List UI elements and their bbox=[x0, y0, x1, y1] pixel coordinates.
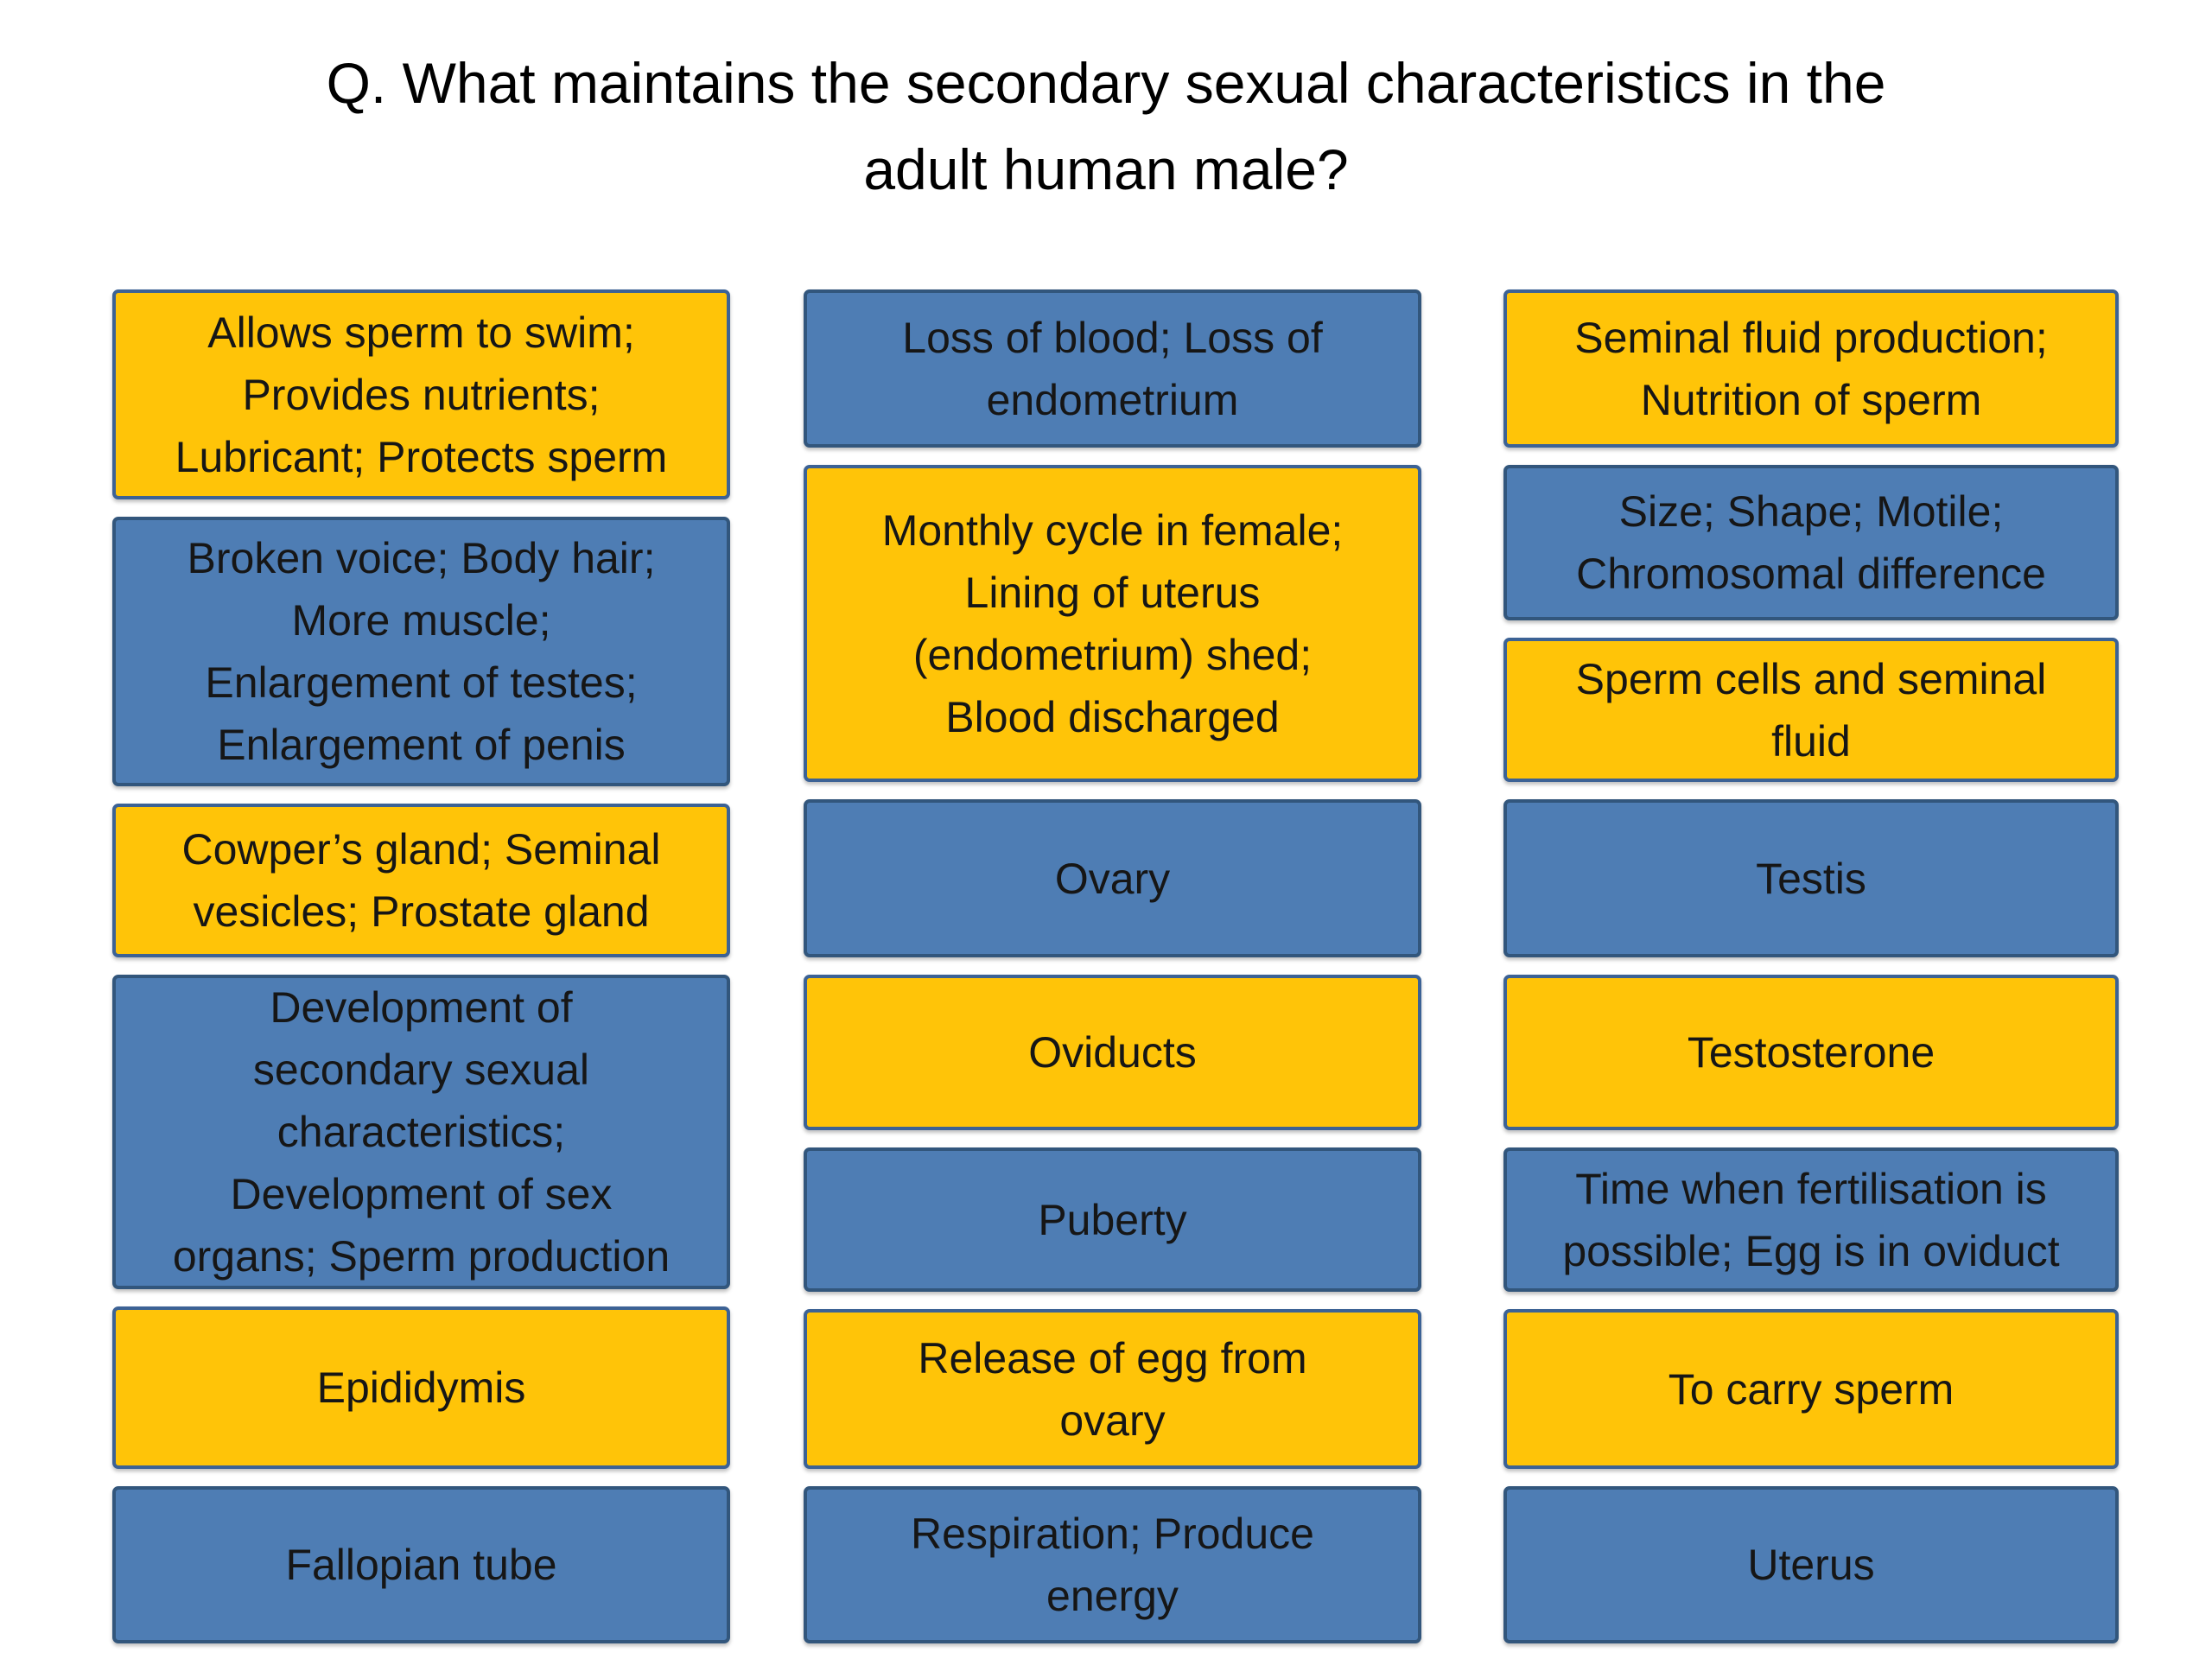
answer-box-text: Testis bbox=[1756, 854, 1866, 903]
answer-box[interactable]: Seminal fluid production; Nutrition of s… bbox=[1503, 289, 2119, 448]
answer-box[interactable]: Allows sperm to swim; Provides nutrients… bbox=[112, 289, 730, 499]
answer-box[interactable]: Respiration; Produce energy bbox=[804, 1486, 1421, 1643]
answer-box[interactable]: Loss of blood; Loss of endometrium bbox=[804, 289, 1421, 448]
answer-box[interactable]: Oviducts bbox=[804, 975, 1421, 1130]
answer-box[interactable]: Release of egg from ovary bbox=[804, 1309, 1421, 1469]
slide-title: Q. What maintains the secondary sexual c… bbox=[326, 51, 1886, 201]
answer-box-text: Testosterone bbox=[1687, 1028, 1936, 1077]
answer-box-text: Ovary bbox=[1054, 854, 1171, 903]
answers-column-3: Seminal fluid production; Nutrition of s… bbox=[1503, 289, 2119, 1643]
answer-box-text: Allows sperm to swim; Provides nutrients… bbox=[175, 308, 668, 481]
answers-column-2: Loss of blood; Loss of endometrium Month… bbox=[804, 289, 1421, 1643]
answer-box[interactable]: Size; Shape; Motile; Chromosomal differe… bbox=[1503, 465, 2119, 620]
answer-box-text: Respiration; Produce energy bbox=[911, 1510, 1314, 1620]
answer-box[interactable]: To carry sperm bbox=[1503, 1309, 2119, 1469]
answer-box-text: Time when fertilisation is possible; Egg… bbox=[1562, 1164, 2060, 1275]
answer-box[interactable]: Sperm cells and seminal fluid bbox=[1503, 638, 2119, 782]
answer-box-text: Broken voice; Body hair; More muscle; En… bbox=[187, 534, 656, 769]
answer-box[interactable]: Monthly cycle in female; Lining of uteru… bbox=[804, 465, 1421, 782]
answer-box[interactable]: Development of secondary sexual characte… bbox=[112, 975, 730, 1289]
answer-box[interactable]: Fallopian tube bbox=[112, 1486, 730, 1643]
answer-box-text: Loss of blood; Loss of endometrium bbox=[902, 313, 1323, 424]
answer-box[interactable]: Epididymis bbox=[112, 1306, 730, 1469]
answer-box-text: Development of secondary sexual characte… bbox=[172, 983, 671, 1281]
answer-box-text: Cowper’s gland; Seminal vesicles; Prosta… bbox=[181, 825, 661, 936]
answer-box[interactable]: Cowper’s gland; Seminal vesicles; Prosta… bbox=[112, 804, 730, 957]
answer-box[interactable]: Broken voice; Body hair; More muscle; En… bbox=[112, 517, 730, 786]
answer-box[interactable]: Time when fertilisation is possible; Egg… bbox=[1503, 1147, 2119, 1292]
answer-box-text: Sperm cells and seminal fluid bbox=[1575, 654, 2047, 766]
answer-box-text: Seminal fluid production; Nutrition of s… bbox=[1574, 313, 2048, 424]
answers-board: Allows sperm to swim; Provides nutrients… bbox=[112, 289, 2119, 1643]
answer-box-text: Monthly cycle in female; Lining of uteru… bbox=[881, 505, 1344, 741]
answer-box-text: Epididymis bbox=[316, 1363, 526, 1412]
answer-box-text: To carry sperm bbox=[1668, 1364, 1955, 1414]
answer-box-text: Uterus bbox=[1747, 1541, 1875, 1589]
answer-box-text: Puberty bbox=[1038, 1195, 1187, 1244]
answer-box[interactable]: Puberty bbox=[804, 1147, 1421, 1292]
answer-box[interactable]: Ovary bbox=[804, 799, 1421, 957]
answer-box-text: Release of egg from ovary bbox=[918, 1333, 1307, 1445]
answer-box-text: Oviducts bbox=[1028, 1028, 1197, 1077]
answer-box-text: Size; Shape; Motile; Chromosomal differe… bbox=[1576, 487, 2046, 598]
answer-box[interactable]: Uterus bbox=[1503, 1486, 2119, 1643]
answer-box[interactable]: Testis bbox=[1503, 799, 2119, 957]
answer-box-text: Fallopian tube bbox=[285, 1541, 557, 1589]
answers-column-1: Allows sperm to swim; Provides nutrients… bbox=[112, 289, 730, 1643]
answer-box[interactable]: Testosterone bbox=[1503, 975, 2119, 1130]
